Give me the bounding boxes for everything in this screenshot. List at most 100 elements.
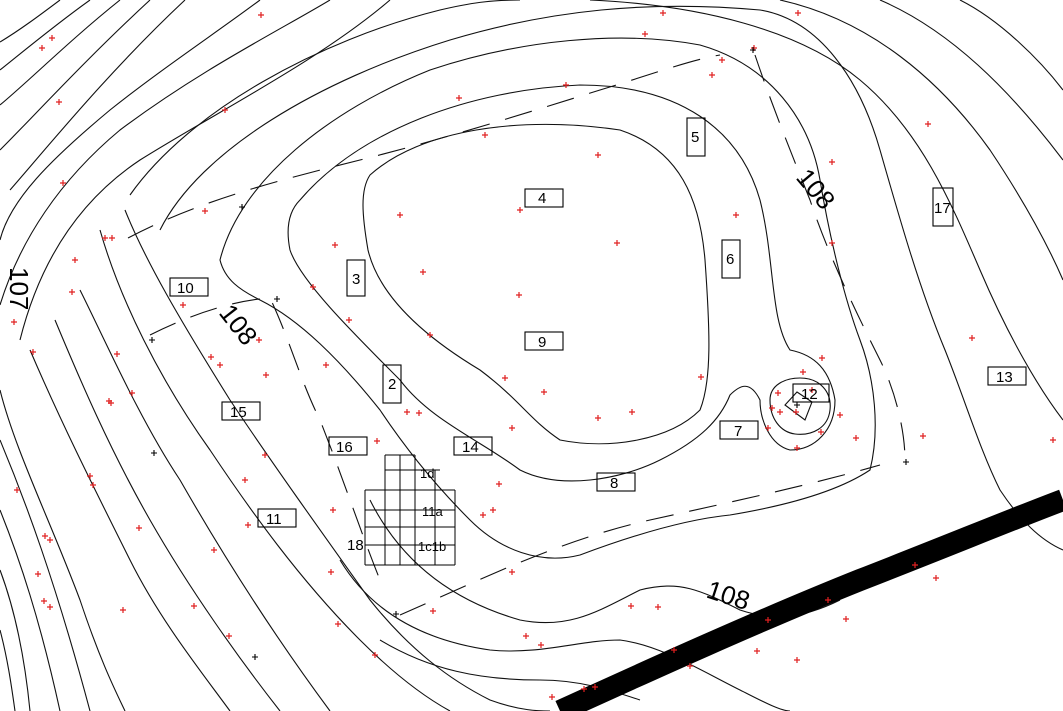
survey-point [180, 302, 186, 308]
svg-text:1c1b: 1c1b [418, 539, 446, 554]
svg-text:11a: 11a [422, 504, 443, 519]
feature-10[interactable]: 10 [169, 277, 209, 297]
survey-point [538, 642, 544, 648]
feature-1c1b[interactable]: 1c1b [418, 539, 446, 554]
survey-point [60, 180, 66, 186]
svg-text:17: 17 [934, 200, 951, 217]
survey-point [502, 375, 508, 381]
survey-point [671, 647, 677, 653]
contour-label-108-south: 108 [703, 574, 754, 616]
survey-point [853, 435, 859, 441]
survey-point [933, 575, 939, 581]
survey-point [912, 562, 918, 568]
survey-point [114, 351, 120, 357]
feature-11[interactable]: 11 [257, 508, 297, 528]
feature-12[interactable]: 12 [792, 383, 830, 403]
survey-point [374, 438, 380, 444]
survey-point [719, 57, 725, 63]
feature-14[interactable]: 14 [453, 436, 493, 456]
svg-text:8: 8 [610, 475, 618, 492]
feature-1d[interactable]: 1d [420, 466, 434, 481]
survey-point [800, 369, 806, 375]
survey-point [592, 684, 598, 690]
survey-point [777, 409, 783, 415]
dashed-contours [127, 54, 906, 616]
survey-point [825, 597, 831, 603]
survey-point [775, 390, 781, 396]
survey-point [30, 349, 36, 355]
survey-point [509, 425, 515, 431]
svg-text:9: 9 [538, 334, 546, 351]
survey-point [769, 405, 775, 411]
survey-point [245, 522, 251, 528]
svg-text:7: 7 [734, 423, 742, 440]
survey-point [39, 45, 45, 51]
benchmark-point [252, 654, 258, 660]
survey-point [87, 473, 93, 479]
survey-point [263, 372, 269, 378]
feature-13[interactable]: 13 [987, 366, 1027, 386]
svg-text:15: 15 [230, 404, 247, 421]
feature-17[interactable]: 17 [932, 187, 954, 227]
feature-3[interactable]: 3 [346, 259, 366, 297]
survey-point [794, 445, 800, 451]
contour-label-108-west: 108 [213, 298, 263, 351]
svg-text:5: 5 [691, 129, 699, 146]
feature-6[interactable]: 6 [721, 239, 741, 279]
survey-point [129, 390, 135, 396]
svg-text:16: 16 [336, 439, 353, 456]
survey-point [754, 648, 760, 654]
survey-point [211, 547, 217, 553]
svg-text:14: 14 [462, 439, 479, 456]
svg-text:10: 10 [177, 280, 194, 297]
survey-point [136, 525, 142, 531]
survey-point [11, 319, 17, 325]
survey-point [42, 533, 48, 539]
excavation-grid [364, 454, 456, 566]
survey-point [1050, 437, 1056, 443]
survey-point [765, 617, 771, 623]
survey-point [256, 337, 262, 343]
survey-point [90, 482, 96, 488]
survey-point [595, 415, 601, 421]
feature-16[interactable]: 16 [328, 436, 368, 456]
benchmark-point [750, 47, 756, 53]
survey-point [496, 481, 502, 487]
survey-point [49, 35, 55, 41]
svg-text:4: 4 [538, 190, 546, 207]
survey-point [323, 362, 329, 368]
survey-point [41, 598, 47, 604]
survey-point [793, 409, 799, 415]
survey-point [217, 362, 223, 368]
survey-point [242, 477, 248, 483]
survey-point [809, 387, 815, 393]
survey-point [925, 121, 931, 127]
survey-point [829, 240, 835, 246]
feature-11a[interactable]: 11a [422, 504, 443, 519]
feature-9[interactable]: 9 [524, 331, 564, 351]
survey-point [698, 374, 704, 380]
survey-point [191, 603, 197, 609]
survey-point [509, 569, 515, 575]
feature-8[interactable]: 8 [596, 472, 636, 492]
survey-point [819, 355, 825, 361]
feature-5[interactable]: 5 [686, 117, 706, 157]
survey-point [581, 686, 587, 692]
survey-point [733, 212, 739, 218]
feature-4[interactable]: 4 [524, 188, 564, 208]
survey-point [843, 616, 849, 622]
survey-point [108, 400, 114, 406]
survey-point [328, 569, 334, 575]
feature-2[interactable]: 2 [382, 364, 402, 404]
survey-point [563, 82, 569, 88]
survey-point [456, 95, 462, 101]
survey-point [482, 132, 488, 138]
survey-point [397, 212, 403, 218]
survey-point [595, 152, 601, 158]
feature-18[interactable]: 18 [347, 537, 364, 554]
feature-7[interactable]: 7 [719, 420, 759, 440]
survey-point [480, 512, 486, 518]
feature-15[interactable]: 15 [221, 401, 261, 421]
